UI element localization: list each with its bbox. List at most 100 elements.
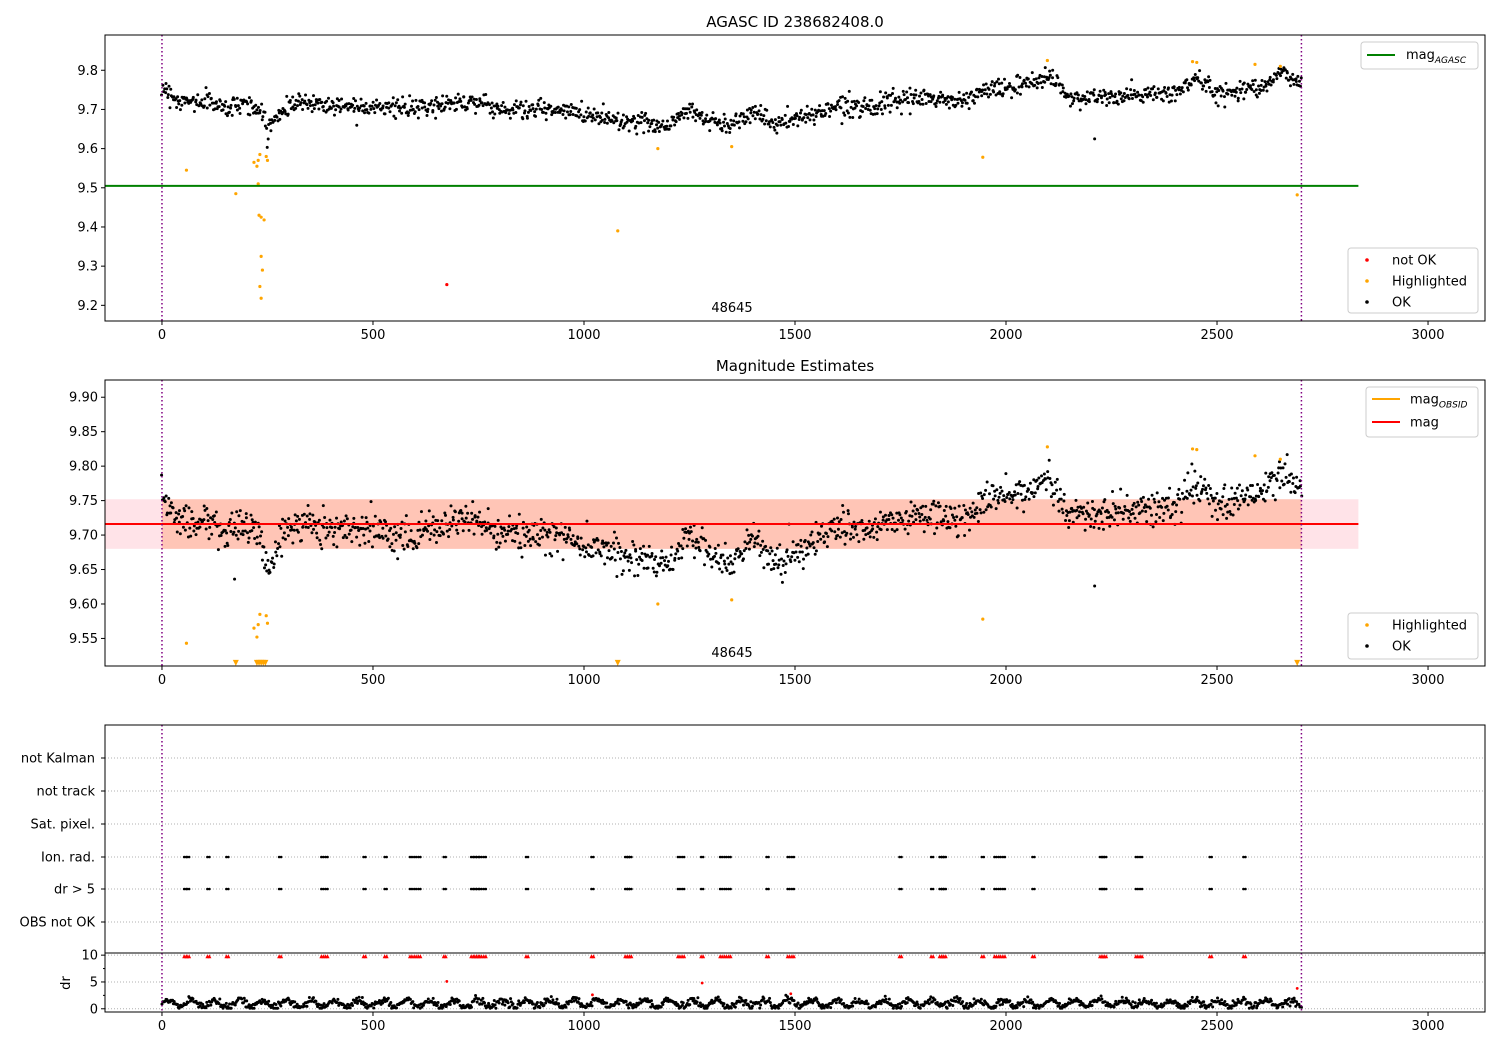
flags-point	[1242, 887, 1245, 891]
agasc-point	[1230, 93, 1234, 97]
agasc-point	[493, 112, 497, 116]
agasc-point	[166, 93, 170, 97]
magnitude-point	[162, 496, 166, 500]
agasc-point	[1299, 76, 1303, 80]
magnitude-point	[780, 580, 784, 584]
agasc-point	[339, 107, 343, 111]
magnitude-point	[872, 535, 876, 539]
magnitude-point	[1278, 457, 1282, 461]
agasc-point	[1026, 77, 1030, 81]
agasc-point	[1224, 81, 1228, 85]
magnitude-point	[924, 504, 928, 508]
agasc-point	[463, 105, 467, 109]
flags-point	[792, 855, 796, 859]
flags-point	[626, 887, 629, 891]
magnitude-point	[1201, 484, 1205, 488]
agasc-point	[1249, 84, 1253, 88]
magnitude-point	[839, 518, 843, 522]
dr-point	[649, 1005, 653, 1009]
magnitude-point	[301, 525, 305, 529]
agasc-point	[673, 123, 677, 127]
dr-point	[533, 1006, 537, 1010]
agasc-point	[807, 112, 811, 116]
agasc-point	[921, 102, 925, 106]
flags-point	[980, 887, 984, 891]
magnitude-point	[187, 506, 191, 510]
agasc-point	[1284, 76, 1288, 80]
dr-point	[431, 996, 435, 1000]
agasc-point	[300, 98, 304, 102]
agasc-point	[1049, 82, 1053, 86]
agasc-legend-marker	[1365, 279, 1369, 283]
agasc-point	[1155, 95, 1159, 99]
dr-point	[389, 1001, 393, 1005]
dr-point	[777, 1006, 781, 1010]
flags-point	[725, 855, 728, 859]
agasc-point	[238, 106, 242, 110]
agasc-point	[402, 105, 406, 109]
agasc-point	[575, 114, 579, 118]
flags-point	[997, 887, 1000, 891]
agasc-point	[814, 114, 818, 118]
agasc-point	[798, 111, 802, 115]
magnitude-point	[837, 520, 841, 524]
magnitude-point	[494, 547, 498, 551]
magnitude-point	[335, 545, 339, 549]
agasc-point	[834, 108, 838, 112]
agasc-point	[1030, 82, 1034, 86]
agasc-point	[489, 106, 493, 110]
dr-point	[722, 1002, 726, 1006]
magnitude-point	[841, 503, 845, 507]
dr-point	[1220, 998, 1224, 1002]
agasc-point	[870, 98, 874, 102]
dr-point	[982, 1003, 986, 1007]
dr-point	[497, 1001, 501, 1005]
dr-point	[515, 1006, 519, 1010]
magnitude-point	[1178, 497, 1182, 501]
magnitude-point	[1238, 503, 1242, 507]
magnitude-point	[604, 541, 608, 545]
magnitude-point	[933, 532, 937, 536]
agasc-point	[922, 88, 926, 92]
magnitude-point	[501, 534, 505, 538]
magnitude-y-tick-label: 9.70	[69, 529, 98, 544]
magnitude-point	[1101, 527, 1105, 531]
agasc-point	[514, 99, 518, 103]
agasc-point	[254, 103, 258, 107]
dr-point	[898, 1002, 902, 1006]
agasc-point	[1010, 96, 1014, 100]
magnitude-point	[394, 531, 398, 535]
flags-point	[225, 887, 228, 891]
flags-point	[1210, 887, 1213, 891]
dr-point	[1229, 1006, 1233, 1010]
agasc-point	[1226, 92, 1230, 96]
magnitude-point	[160, 473, 164, 477]
magnitude-point	[534, 540, 538, 544]
magnitude-point	[1254, 498, 1258, 502]
dr-point	[435, 1003, 439, 1007]
agasc-x-tick-label: 1500	[778, 328, 811, 343]
magnitude-point	[547, 528, 551, 532]
flags-point	[383, 887, 386, 891]
magnitude-point	[728, 554, 732, 558]
agasc-point	[406, 113, 410, 117]
magnitude-point	[756, 542, 760, 546]
magnitude-point	[745, 542, 749, 546]
agasc-point	[682, 116, 686, 120]
agasc-point	[416, 104, 420, 108]
magnitude-point	[1108, 524, 1112, 528]
agasc-point	[950, 98, 954, 102]
agasc-point	[500, 104, 504, 108]
magnitude-point	[483, 520, 487, 524]
flags-point	[940, 887, 944, 891]
magnitude-point	[566, 533, 570, 537]
agasc-point	[318, 97, 322, 101]
agasc-point	[1210, 90, 1214, 94]
magnitude-point	[208, 525, 212, 529]
magnitude-point	[640, 551, 644, 555]
flags-point	[682, 887, 686, 891]
agasc-point	[965, 101, 969, 105]
agasc-point	[1112, 101, 1116, 105]
magnitude-point	[896, 518, 900, 522]
agasc-point	[1001, 92, 1005, 96]
